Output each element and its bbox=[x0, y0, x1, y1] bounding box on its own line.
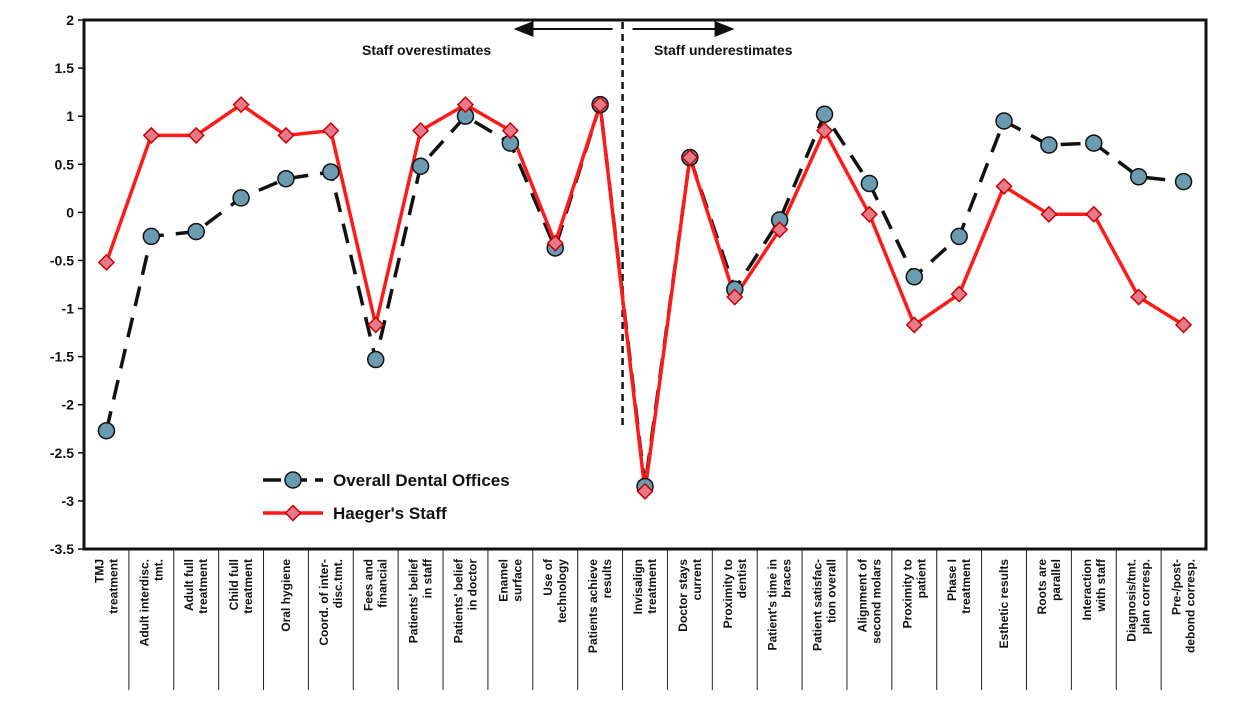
series-2-point bbox=[456, 96, 475, 114]
x-tick-label: Fees andfinancial bbox=[362, 559, 390, 611]
series-2-point bbox=[412, 122, 430, 140]
annotation-right: Staff underestimates bbox=[654, 42, 793, 58]
series-2-point bbox=[367, 316, 385, 334]
y-tick-label: -3.5 bbox=[50, 541, 74, 557]
series-2-point bbox=[636, 482, 654, 500]
y-tick-label: 0 bbox=[66, 204, 74, 220]
x-tick-label: Oral hygiene bbox=[279, 559, 293, 632]
series-1-point bbox=[366, 350, 385, 369]
x-tick-label: Patient satisfac-tion overall bbox=[811, 559, 839, 651]
x-tick-label: Patients' beliefin staff bbox=[407, 558, 435, 643]
series-1-point bbox=[411, 157, 430, 175]
series-2-point bbox=[142, 126, 160, 144]
y-tick-label: 1.5 bbox=[55, 60, 75, 76]
x-tick-label: Proximity topatient bbox=[900, 559, 928, 628]
y-tick-label: -3 bbox=[62, 493, 75, 509]
y-tick-label: -1 bbox=[62, 301, 75, 317]
legend-label-2: Haeger's Staff bbox=[333, 504, 447, 523]
series-2-point bbox=[771, 221, 789, 239]
x-tick-label: Esthetic results bbox=[997, 559, 1011, 649]
x-tick-label: Enamelsurface bbox=[496, 559, 524, 602]
series-1-point bbox=[1129, 168, 1148, 186]
series-1-point bbox=[97, 421, 116, 440]
series-1-point bbox=[950, 227, 968, 246]
legend-marker-2 bbox=[284, 504, 302, 522]
plot-area bbox=[84, 20, 1206, 549]
series-2-point bbox=[546, 234, 564, 252]
x-tick-label: Roots areparallel bbox=[1035, 559, 1063, 615]
x-tick-label: Invisaligntreatment bbox=[631, 559, 659, 614]
y-tick-label: 1 bbox=[66, 108, 74, 124]
y-tick-label: -0.5 bbox=[50, 252, 74, 268]
series-1-point bbox=[1040, 136, 1058, 154]
series-1-point bbox=[815, 105, 834, 124]
series-1-point bbox=[860, 174, 879, 193]
series-2-point bbox=[97, 253, 116, 271]
x-tick-label: Adult fulltreatment bbox=[182, 559, 210, 614]
series-2-point bbox=[501, 122, 519, 140]
series-2-point bbox=[277, 126, 295, 144]
x-tick-label: TMJtreatment bbox=[92, 559, 120, 614]
x-tick-label: Interactionwith staff bbox=[1080, 558, 1108, 620]
x-tick-label: Phase Itreatment bbox=[945, 559, 973, 614]
x-tick-label: Child fulltreatment bbox=[227, 559, 255, 614]
series-1-point bbox=[277, 169, 295, 188]
series-2-point bbox=[187, 126, 205, 144]
x-tick-label: Doctor stayscurrent bbox=[676, 559, 704, 632]
y-tick-label: 0.5 bbox=[55, 156, 75, 172]
series-2-point bbox=[950, 285, 968, 303]
series-2-point bbox=[995, 177, 1013, 195]
y-tick-label: -2.5 bbox=[50, 445, 74, 461]
y-tick-label: 2 bbox=[66, 12, 74, 28]
legend-marker-1 bbox=[284, 471, 302, 489]
x-tick-label: Diagnosis/tmt.plan corresp. bbox=[1125, 559, 1153, 642]
series-2-point bbox=[726, 288, 744, 306]
series-2-point bbox=[232, 96, 250, 114]
series-1-point bbox=[995, 112, 1013, 130]
series-2-point bbox=[905, 316, 923, 334]
series-2-point bbox=[860, 205, 878, 223]
series-1-point bbox=[1085, 134, 1103, 152]
series-1-point bbox=[232, 189, 250, 207]
x-tick-label: Proximity todentist bbox=[721, 559, 749, 628]
x-tick-label: Patient's time inbraces bbox=[766, 559, 794, 651]
x-tick-label: Patients achieveresults bbox=[586, 559, 614, 653]
series-2-point bbox=[1085, 205, 1103, 223]
x-tick-label: Coord. of inter-disc.tmt. bbox=[317, 559, 345, 646]
x-tick-label: Alignment ofsecond molars bbox=[855, 558, 883, 644]
x-tick-label: Patients' beliefin doctor bbox=[451, 558, 479, 643]
series-2-point bbox=[681, 148, 699, 167]
x-tick-label: Use oftechnology bbox=[541, 558, 569, 623]
y-tick-label: -2 bbox=[62, 397, 75, 413]
y-tick-label: -1.5 bbox=[50, 349, 74, 365]
series-1-point bbox=[187, 222, 205, 241]
series-1-point bbox=[905, 268, 924, 286]
series-2-point bbox=[1130, 288, 1148, 306]
series-2-point bbox=[591, 96, 609, 114]
series-1-point bbox=[142, 227, 161, 246]
series-1-point bbox=[322, 163, 340, 181]
series-2-point bbox=[322, 122, 340, 140]
series-2-point bbox=[1174, 316, 1193, 334]
series-2-point bbox=[815, 122, 834, 140]
plot-frame bbox=[82, 18, 1208, 551]
legend-label-1: Overall Dental Offices bbox=[333, 471, 510, 490]
series-1-point bbox=[1174, 172, 1193, 191]
annotation-left: Staff overestimates bbox=[362, 42, 491, 58]
x-tick-label: Adult interdisc.tmt. bbox=[137, 559, 165, 646]
x-tick-label: Pre-/post-debond corresp. bbox=[1170, 559, 1198, 653]
series-2-point bbox=[1040, 205, 1058, 223]
